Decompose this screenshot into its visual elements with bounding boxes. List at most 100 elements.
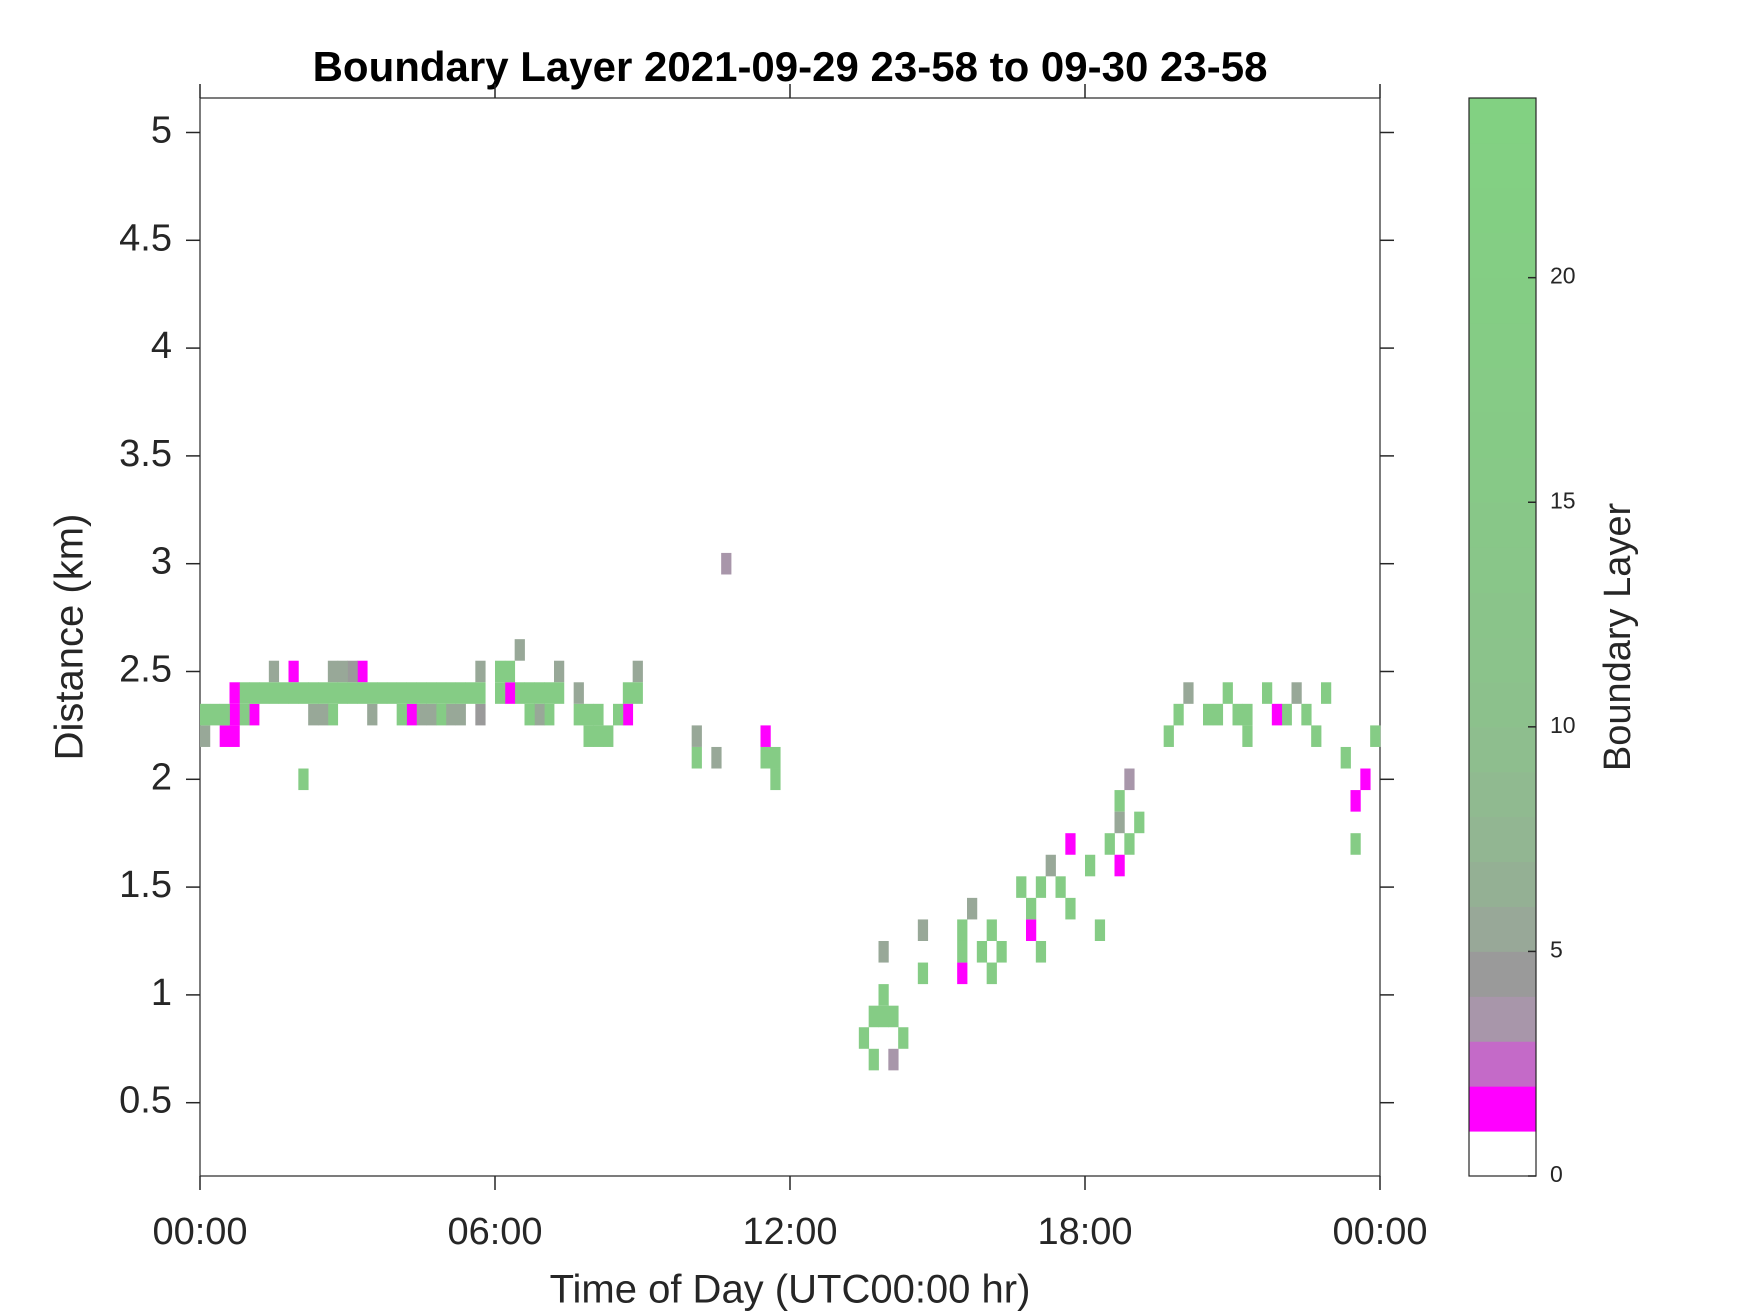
colorbar-segment xyxy=(1469,367,1536,413)
heat-cell xyxy=(1242,725,1253,747)
heat-cell xyxy=(1203,703,1214,726)
colorbar-segment xyxy=(1469,726,1536,773)
x-axis-label: Time of Day (UTC00:00 hr) xyxy=(550,1268,1031,1312)
heat-cell xyxy=(1242,703,1253,726)
heat-cell xyxy=(1026,897,1037,920)
heat-cell xyxy=(534,682,545,704)
heat-cell xyxy=(1183,682,1194,704)
heat-cell xyxy=(534,703,545,726)
heat-cell xyxy=(1370,725,1381,747)
heat-cell xyxy=(711,746,722,769)
heat-cell xyxy=(1065,897,1076,920)
heat-cell xyxy=(455,703,466,726)
heat-cell xyxy=(200,725,211,747)
heat-cell xyxy=(1114,854,1125,877)
heat-cell xyxy=(1212,703,1224,726)
heat-cell xyxy=(377,682,388,704)
heat-cell xyxy=(1281,703,1292,726)
x-tick-label: 12:00 xyxy=(742,1211,837,1253)
heat-cell xyxy=(1035,940,1047,963)
heat-cell xyxy=(318,703,329,726)
heat-cell xyxy=(416,703,427,726)
heat-cell xyxy=(1262,682,1273,704)
heat-cell xyxy=(347,660,358,683)
heat-cell xyxy=(770,768,781,791)
heat-cell xyxy=(386,682,398,704)
x-tick-label: 00:00 xyxy=(1332,1211,1427,1253)
colorbar-segment xyxy=(1469,681,1536,728)
heat-cell xyxy=(219,725,230,747)
heat-cell xyxy=(691,725,702,747)
heat-cell xyxy=(298,682,309,704)
heat-cell xyxy=(603,725,614,747)
heat-cell xyxy=(1065,833,1076,855)
heat-cell xyxy=(337,682,348,704)
heat-cell xyxy=(396,682,407,704)
heat-cell xyxy=(888,1005,899,1028)
heat-cell xyxy=(544,703,555,726)
heat-cell xyxy=(1114,811,1125,834)
heat-cell xyxy=(573,682,584,704)
heat-cell xyxy=(406,703,417,726)
heat-cell xyxy=(327,660,339,683)
heat-cell xyxy=(917,962,929,985)
heat-cell xyxy=(327,703,339,726)
heat-cell xyxy=(308,682,319,704)
colorbar-segment xyxy=(1469,187,1536,234)
heat-cell xyxy=(475,682,486,704)
heat-cell xyxy=(524,703,535,726)
heat-cell xyxy=(888,1048,899,1071)
heat-cell xyxy=(1085,854,1096,877)
heat-cell xyxy=(357,682,368,704)
heat-cell xyxy=(514,639,525,661)
heat-cell xyxy=(298,768,309,791)
heat-cell xyxy=(622,703,634,726)
heat-cell xyxy=(1045,854,1056,877)
heat-cell xyxy=(308,703,319,726)
heat-cell xyxy=(229,703,240,726)
y-tick-label: 4 xyxy=(151,325,172,367)
heat-cell xyxy=(957,962,968,985)
heat-cell xyxy=(1350,790,1361,812)
heat-cell xyxy=(760,746,771,769)
heat-cell xyxy=(249,682,260,704)
colorbar-tick-label: 0 xyxy=(1550,1161,1563,1187)
heat-cell xyxy=(868,1048,879,1071)
heat-cell xyxy=(1104,833,1115,855)
heat-cell xyxy=(209,703,221,726)
heat-cell xyxy=(1232,703,1243,726)
heat-cell xyxy=(259,682,270,704)
heat-cell xyxy=(239,703,250,726)
colorbar-label: Boundary Layer xyxy=(1597,503,1639,772)
colorbar-segment xyxy=(1469,457,1536,503)
heat-cell xyxy=(760,725,771,747)
heat-cell xyxy=(878,940,889,963)
heat-cell xyxy=(1016,876,1027,898)
heat-cell xyxy=(1163,725,1174,747)
heat-cell xyxy=(1124,833,1135,855)
heat-cell xyxy=(898,1027,909,1049)
heat-cell xyxy=(1311,725,1322,747)
heat-cell xyxy=(957,940,968,963)
heat-cell xyxy=(436,682,447,704)
colorbar-segment xyxy=(1469,771,1536,818)
heat-cell xyxy=(544,682,555,704)
heat-cell xyxy=(514,682,525,704)
heat-cell xyxy=(583,703,594,726)
heat-cell xyxy=(996,940,1007,963)
heat-cell xyxy=(475,660,486,683)
colorbar-segment xyxy=(1469,1041,1536,1087)
heat-cell xyxy=(1291,682,1302,704)
heat-cell xyxy=(347,682,358,704)
heat-cell xyxy=(721,552,732,575)
heat-cell xyxy=(288,660,299,683)
heat-cell xyxy=(878,1005,889,1028)
colorbar-segment xyxy=(1469,98,1536,144)
heat-cell xyxy=(1035,876,1047,898)
heat-cell xyxy=(554,660,565,683)
heat-cell xyxy=(1350,833,1361,855)
y-tick-label: 3.5 xyxy=(119,433,172,475)
colorbar-segment xyxy=(1469,502,1536,548)
heat-cell xyxy=(455,682,466,704)
